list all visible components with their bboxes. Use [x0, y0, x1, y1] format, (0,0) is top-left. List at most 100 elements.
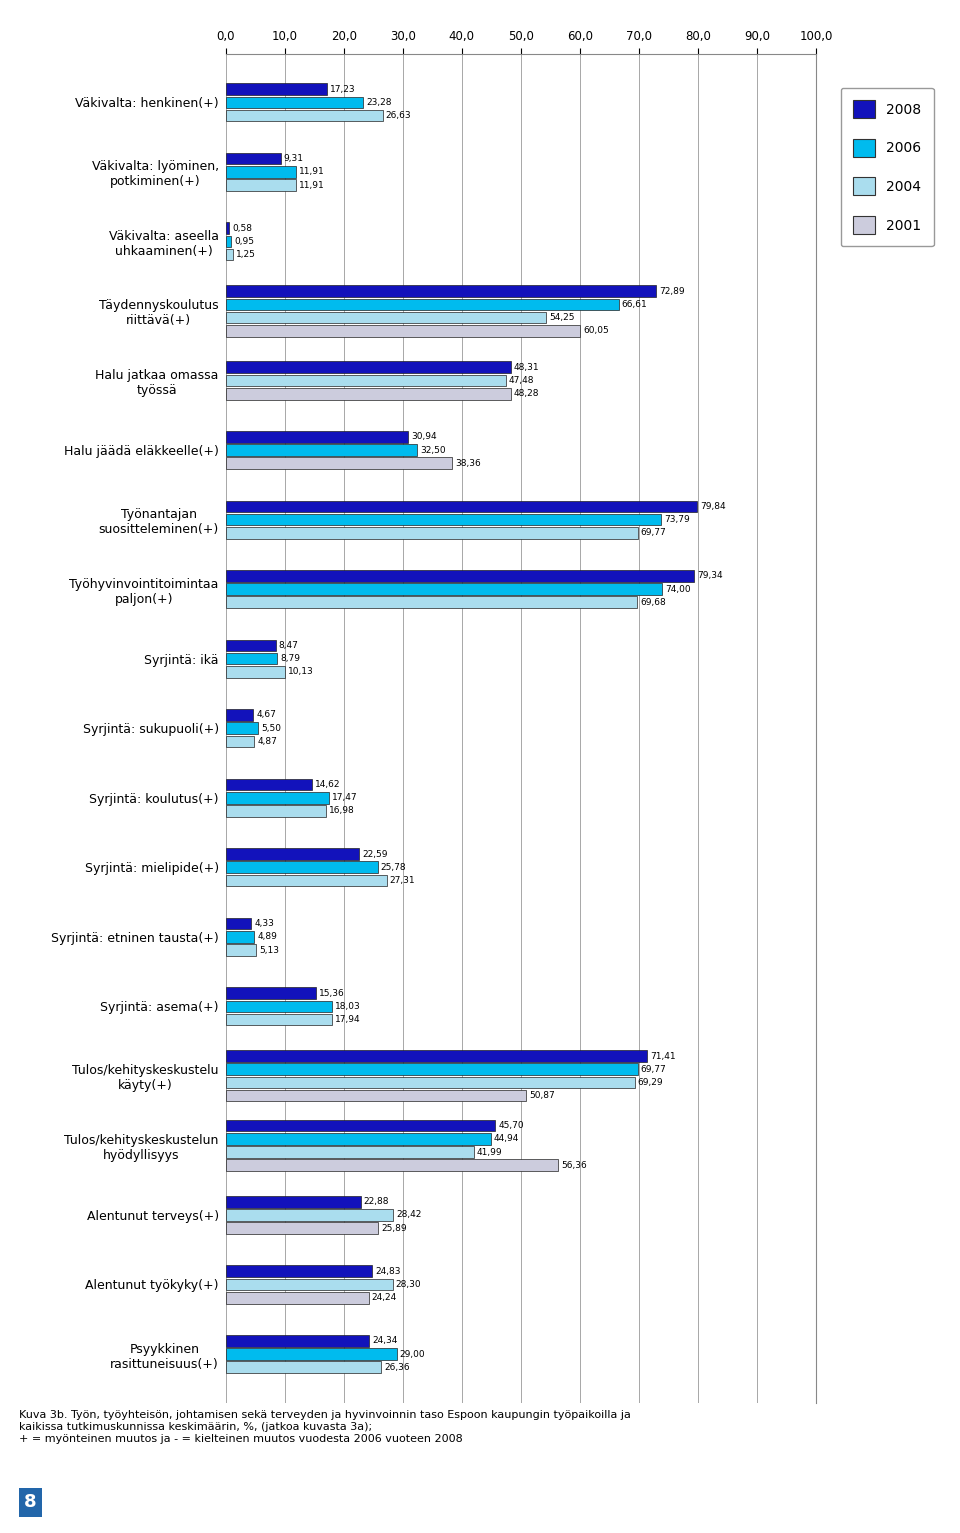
Bar: [226, 110, 383, 121]
Text: 23,28: 23,28: [366, 98, 392, 107]
Text: 22,88: 22,88: [364, 1197, 389, 1206]
Bar: [226, 1210, 394, 1220]
Bar: [226, 311, 546, 323]
Bar: [226, 875, 387, 886]
Text: Tietokisku 13/2009: Työhyvinvointi Espoon kaupungin työpaikoilla 2008: Tietokisku 13/2009: Työhyvinvointi Espoo…: [96, 1496, 573, 1508]
Text: 1,25: 1,25: [236, 250, 255, 259]
Text: 26,36: 26,36: [384, 1363, 410, 1372]
Text: 0,58: 0,58: [232, 224, 252, 233]
Bar: [226, 1064, 637, 1075]
Text: 9,31: 9,31: [283, 155, 303, 162]
Text: 8,47: 8,47: [278, 641, 299, 650]
Text: 25,78: 25,78: [381, 863, 406, 872]
Text: 4,89: 4,89: [257, 932, 277, 941]
Text: 60,05: 60,05: [583, 327, 609, 336]
Bar: [226, 793, 328, 803]
Text: 69,77: 69,77: [640, 529, 666, 537]
Bar: [226, 639, 276, 652]
Bar: [226, 848, 359, 860]
Text: 32,50: 32,50: [420, 446, 446, 454]
Bar: [226, 222, 229, 235]
Bar: [226, 1001, 332, 1012]
Bar: [226, 583, 662, 595]
Bar: [226, 457, 452, 469]
Text: 38,36: 38,36: [455, 458, 481, 468]
Bar: [226, 1076, 635, 1088]
Text: 28,42: 28,42: [396, 1211, 421, 1219]
Text: 15,36: 15,36: [320, 989, 345, 998]
Bar: [226, 722, 258, 734]
Bar: [226, 918, 252, 929]
Bar: [226, 362, 511, 373]
Text: 56,36: 56,36: [562, 1160, 588, 1170]
Bar: [226, 325, 580, 337]
Bar: [226, 514, 661, 526]
Bar: [226, 805, 325, 817]
Bar: [226, 299, 619, 310]
Text: 50,87: 50,87: [529, 1091, 555, 1101]
Text: 11,91: 11,91: [299, 181, 324, 190]
Bar: [226, 501, 697, 512]
Bar: [226, 1013, 331, 1026]
Text: 66,61: 66,61: [622, 300, 648, 308]
Text: 24,34: 24,34: [372, 1337, 397, 1346]
Bar: [226, 653, 277, 664]
Bar: [226, 1147, 473, 1157]
Text: 54,25: 54,25: [549, 313, 574, 322]
Bar: [226, 1090, 526, 1102]
Bar: [226, 1050, 647, 1062]
Text: 69,29: 69,29: [637, 1078, 663, 1087]
Text: 0,95: 0,95: [234, 238, 254, 245]
Text: Kuva 3b. Työn, työyhteisön, johtamisen sekä terveyden ja hyvinvoinnin taso Espoo: Kuva 3b. Työn, työyhteisön, johtamisen s…: [19, 1410, 631, 1444]
Bar: [226, 248, 233, 261]
Text: 30,94: 30,94: [411, 432, 437, 442]
Bar: [226, 1292, 369, 1303]
Bar: [226, 97, 363, 109]
Text: 27,31: 27,31: [390, 875, 416, 885]
Text: 41,99: 41,99: [476, 1148, 502, 1156]
Bar: [226, 527, 637, 538]
Text: 24,83: 24,83: [375, 1266, 400, 1275]
Bar: [226, 736, 254, 747]
Text: 71,41: 71,41: [650, 1052, 676, 1061]
Bar: [226, 1133, 491, 1145]
Text: 18,03: 18,03: [335, 1003, 361, 1010]
Text: 10,13: 10,13: [288, 667, 314, 676]
Text: 8: 8: [24, 1493, 36, 1512]
Bar: [226, 166, 296, 178]
Text: 72,89: 72,89: [659, 287, 684, 296]
Bar: [226, 1335, 370, 1346]
Text: 79,34: 79,34: [697, 572, 723, 581]
Bar: [226, 374, 506, 386]
Text: 14,62: 14,62: [315, 780, 341, 789]
Text: 44,94: 44,94: [493, 1134, 519, 1144]
Text: 17,23: 17,23: [330, 84, 356, 94]
Text: 4,33: 4,33: [254, 920, 274, 927]
Text: 22,59: 22,59: [362, 849, 388, 858]
Bar: [226, 1265, 372, 1277]
Bar: [226, 665, 285, 678]
Text: 5,13: 5,13: [259, 946, 278, 955]
Text: 28,30: 28,30: [396, 1280, 421, 1289]
Bar: [226, 1159, 559, 1171]
Bar: [226, 236, 231, 247]
Text: 74,00: 74,00: [665, 584, 691, 593]
Bar: [226, 779, 312, 791]
Bar: [226, 431, 408, 443]
Bar: [226, 987, 316, 1000]
Bar: [226, 285, 656, 297]
Text: 24,24: 24,24: [372, 1294, 396, 1302]
Bar: [226, 1361, 381, 1374]
Bar: [226, 862, 378, 874]
Bar: [226, 931, 254, 943]
Legend: 2008, 2006, 2004, 2001: 2008, 2006, 2004, 2001: [841, 87, 934, 247]
Bar: [226, 1119, 495, 1131]
Text: 29,00: 29,00: [399, 1349, 425, 1358]
Text: 17,94: 17,94: [334, 1015, 360, 1024]
Text: 25,89: 25,89: [381, 1223, 407, 1233]
Bar: [226, 1279, 393, 1291]
Text: 69,77: 69,77: [640, 1065, 666, 1073]
Text: 4,87: 4,87: [257, 737, 277, 747]
Bar: [226, 710, 253, 721]
Bar: [226, 944, 256, 955]
